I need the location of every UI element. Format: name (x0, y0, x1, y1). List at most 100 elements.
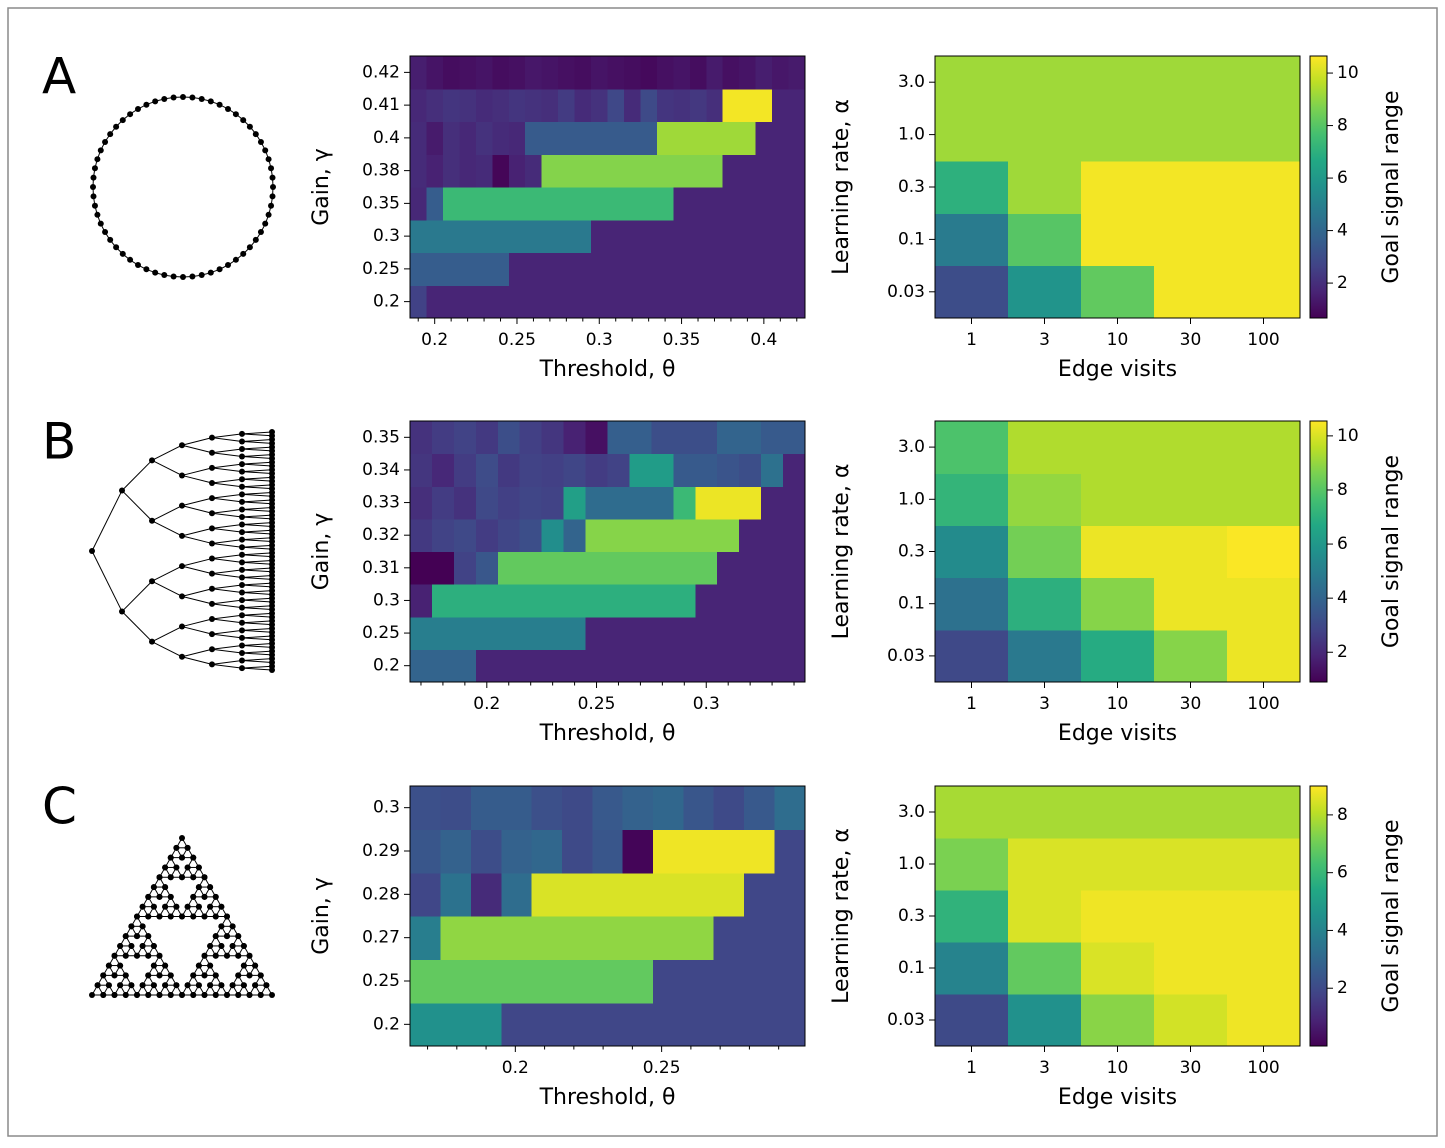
graph-edge (212, 600, 242, 604)
colorbar-tick-label: 8 (1337, 116, 1348, 136)
x-axis-label: Edge visits (1058, 1085, 1177, 1110)
heatmap-cell (640, 220, 657, 253)
heatmap-cell (744, 1003, 775, 1047)
heatmap-cell (624, 56, 641, 89)
heatmap-cell (1081, 942, 1155, 995)
heatmap-cell (410, 959, 441, 1003)
heatmap-cell (476, 285, 493, 318)
graph-node (151, 963, 157, 969)
graph-node (145, 914, 151, 920)
heatmap-cell (1227, 942, 1300, 995)
heatmap-cell (608, 649, 631, 682)
graph-node (224, 914, 230, 920)
heatmap-cell (1008, 994, 1082, 1047)
graph-edge (242, 500, 272, 502)
heatmap-cell (498, 486, 521, 519)
heatmap-cell (592, 873, 623, 917)
heatmap-cell (520, 454, 543, 487)
heatmap-cell (509, 187, 526, 220)
heatmap-cell (558, 154, 575, 187)
heatmap-cell (592, 829, 623, 873)
heatmap-cell (459, 89, 476, 122)
graph-edge (242, 576, 272, 578)
graph-node (190, 874, 196, 880)
graph-node (179, 914, 185, 920)
heatmap-cell (935, 266, 1009, 319)
graph-node (213, 972, 219, 978)
graph-edge (242, 600, 272, 602)
heatmap-cell (564, 617, 587, 650)
heatmap-cell (1081, 213, 1155, 266)
heatmap-cell (623, 829, 654, 873)
heatmap-cell (1227, 525, 1300, 578)
heatmap-cell (592, 959, 623, 1003)
heatmap-cell (1227, 630, 1300, 683)
heatmap-cell (756, 154, 773, 187)
heatmap-cell (531, 959, 562, 1003)
heatmap-cell (454, 584, 477, 617)
graph-node (247, 244, 253, 250)
heatmap-cell (623, 916, 654, 960)
y-tick-label: 0.3 (898, 177, 925, 197)
x-axis-label: Threshold, θ (539, 1085, 676, 1110)
graph-node (233, 111, 239, 117)
heatmap-cell (520, 649, 543, 682)
heatmap-cell (684, 829, 715, 873)
heatmap-cell (498, 649, 521, 682)
heatmap-cell (531, 873, 562, 917)
graph-edge (242, 636, 272, 638)
heatmap-cell (509, 220, 526, 253)
graph-node (199, 96, 205, 102)
graph-edge (152, 581, 182, 596)
heatmap-cell (443, 56, 460, 89)
heatmap-cell (586, 486, 609, 519)
heatmap-cell (1081, 56, 1155, 109)
y-tick-label: 0.03 (887, 282, 925, 302)
graph-node (224, 992, 230, 998)
graph-node (190, 992, 196, 998)
graph-node (134, 953, 140, 959)
heatmap-cell (761, 454, 784, 487)
heatmap-cell (443, 89, 460, 122)
heatmap-cell (690, 154, 707, 187)
heatmap-cell (783, 486, 805, 519)
heatmap-cell (586, 617, 609, 650)
heatmap-cell (558, 187, 575, 220)
heatmap-cell (575, 56, 592, 89)
graph-node (123, 933, 129, 939)
heatmap-cell (558, 220, 575, 253)
heatmap-cell (783, 617, 805, 650)
heatmap-cell (1081, 578, 1155, 631)
heatmap-cell (761, 486, 784, 519)
graph-node (117, 963, 123, 969)
heatmap-cell (432, 486, 455, 519)
heatmap-cell (1081, 994, 1155, 1047)
colorbar-tick-label: 8 (1337, 480, 1348, 500)
heatmap-cell (695, 519, 718, 552)
x-tick-label: 100 (1247, 330, 1279, 350)
x-axis-label: Edge visits (1058, 721, 1177, 746)
colorbar (1310, 421, 1327, 682)
heatmap-cell (684, 873, 715, 917)
heatmap-cell (1227, 213, 1300, 266)
heatmap-cell (1227, 266, 1300, 319)
heatmap-cell (432, 421, 455, 454)
heatmap-cell (623, 1003, 654, 1047)
graph-node (233, 257, 239, 263)
heatmap-cell (410, 584, 433, 617)
heatmap-cell (1008, 56, 1082, 109)
x-tick-label: 1 (966, 330, 977, 350)
heatmap-cell (542, 584, 565, 617)
graph-edge (212, 528, 242, 532)
y-tick-label: 0.2 (373, 1014, 400, 1034)
panel-label: A (42, 48, 76, 106)
y-tick-label: 1.0 (898, 854, 925, 874)
heatmap-cell (608, 552, 631, 585)
graph-edge (242, 621, 272, 623)
heatmap-cell (410, 916, 441, 960)
heatmap-cell (739, 421, 762, 454)
heatmap-cell (744, 829, 775, 873)
heatmap-cell (476, 617, 499, 650)
x-tick-label: 30 (1180, 694, 1202, 714)
graph-edge (242, 457, 272, 459)
